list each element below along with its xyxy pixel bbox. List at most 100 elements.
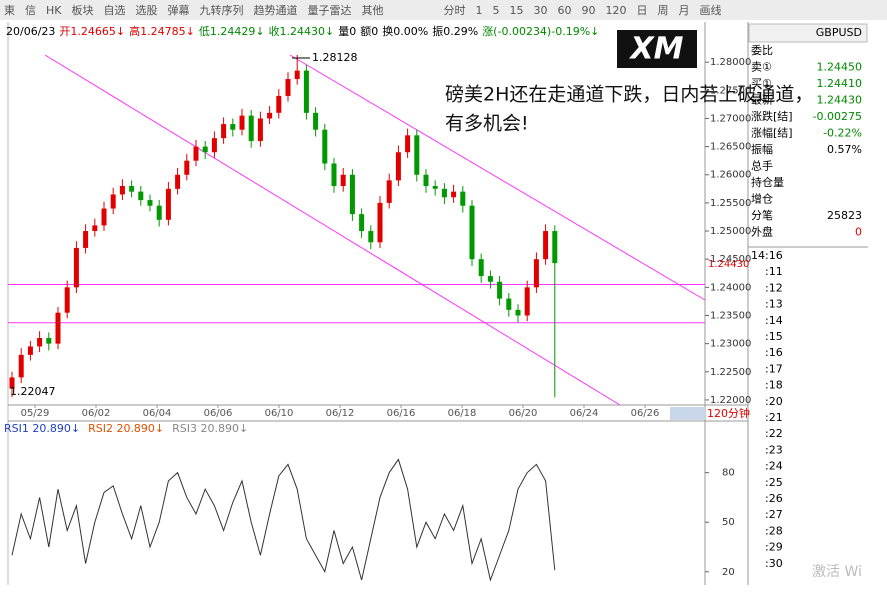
- quote-value: 1.24430: [817, 94, 863, 107]
- logo-bg: [617, 30, 697, 68]
- candle-body: [552, 231, 558, 264]
- candle-body: [340, 174, 346, 187]
- candle-body: [423, 174, 429, 187]
- legend-item: RSI2 20.890↓: [88, 422, 164, 435]
- x-tick-label: 06/12: [326, 408, 355, 419]
- legend-item: RSI3 20.890↓: [172, 422, 248, 435]
- candle-body: [55, 312, 61, 344]
- toolbar-item: 月: [679, 4, 690, 17]
- candle-body: [248, 115, 254, 141]
- y-tick-label: 1.25000: [710, 226, 751, 237]
- x-tick-label: 06/26: [631, 408, 660, 419]
- toolbar-item: 九转序列: [200, 3, 244, 17]
- toolbar-item: 量子雷达: [308, 4, 352, 17]
- header-item: 低1.24429↓: [199, 25, 265, 38]
- candle-body: [18, 354, 24, 378]
- candle-body: [230, 124, 236, 130]
- high-label: 1.28128: [312, 51, 358, 64]
- candle-body: [395, 152, 401, 181]
- symbol: GBPUSD: [816, 26, 862, 39]
- y-tick-label: 50: [722, 517, 735, 528]
- x-tick-label: 06/06: [204, 408, 233, 419]
- candle-body: [83, 231, 89, 248]
- period: 120分钟: [707, 406, 750, 420]
- candle-body: [73, 247, 79, 288]
- last-price: 1.24430: [708, 259, 749, 270]
- candle-body: [257, 118, 263, 141]
- quote-label: 委比: [751, 44, 773, 57]
- y-tick-label: 1.23500: [710, 310, 751, 321]
- y-tick-label: 1.28000: [710, 57, 751, 68]
- quote-value: 25823: [827, 209, 862, 222]
- time-item: 14:16: [751, 249, 783, 262]
- candle-body: [349, 174, 355, 215]
- time-item: :29: [765, 541, 783, 554]
- annotation: 磅美2H还在走通道下跌，日内若上破通道，: [445, 84, 813, 106]
- time-item: :22: [765, 427, 783, 440]
- toolbar-item: 30: [534, 4, 548, 17]
- candle-body: [211, 138, 217, 153]
- toolbar-item: 分时: [444, 4, 466, 17]
- scrollbar[interactable]: [670, 407, 705, 420]
- toolbar-item: 趋势通道: [254, 3, 298, 17]
- quote-label: 买①: [751, 77, 772, 90]
- channel-lower: [44, 54, 621, 406]
- header-item: 振0.29%: [432, 24, 478, 38]
- candle-body: [303, 70, 309, 113]
- candle-body: [147, 200, 153, 206]
- x-tick-label: 06/16: [387, 408, 416, 419]
- candle-body: [27, 346, 33, 355]
- candle-body: [515, 309, 521, 316]
- toolbar-item: 120: [606, 4, 627, 17]
- candle-body: [138, 191, 144, 201]
- toolbar-item: 東: [4, 4, 15, 17]
- time-item: :28: [765, 524, 783, 537]
- candle-body: [313, 112, 319, 130]
- logo: XM: [629, 32, 684, 67]
- time-item: :15: [765, 330, 783, 343]
- candle-body: [533, 259, 539, 288]
- candle-body: [386, 180, 392, 203]
- candle-body: [267, 112, 273, 119]
- header-item: 开1.24665↓: [59, 25, 125, 38]
- candle-body: [331, 163, 337, 187]
- quote-value: 1.24450: [817, 61, 863, 74]
- candle-body: [202, 146, 208, 153]
- quote-label: 分笔: [751, 208, 773, 222]
- time-item: :27: [765, 508, 783, 521]
- toolbar-item: 其他: [362, 4, 384, 17]
- time-item: :11: [765, 265, 783, 278]
- candle-body: [451, 191, 457, 198]
- toolbar-item: 60: [558, 4, 572, 17]
- candle-body: [101, 208, 107, 226]
- time-item: :13: [765, 298, 783, 311]
- toolbar-item: 15: [510, 4, 524, 17]
- candle-body: [184, 160, 190, 175]
- y-tick-label: 1.22500: [710, 367, 751, 378]
- quote-label: 振幅: [751, 142, 773, 156]
- header-item: 额0: [360, 25, 378, 38]
- time-item: :14: [765, 314, 783, 327]
- y-tick-label: 1.23000: [710, 339, 751, 350]
- toolbar-item: 弹幕: [168, 3, 190, 17]
- candle-body: [432, 186, 438, 189]
- quote-label: 总手: [751, 159, 773, 173]
- quote-label: 增仓: [751, 192, 773, 206]
- candle-body: [414, 135, 420, 175]
- candle-body: [64, 287, 70, 313]
- x-tick-label: 06/04: [143, 408, 172, 419]
- candle-body: [524, 287, 530, 316]
- candle-body: [322, 129, 328, 164]
- candle-body: [46, 338, 52, 344]
- quote-value: -0.00275: [813, 110, 862, 123]
- toolbar-item: 画线: [700, 3, 722, 17]
- time-item: :18: [765, 379, 783, 392]
- y-tick-label: 1.26000: [710, 170, 751, 181]
- y-tick-label: 20: [722, 567, 735, 578]
- candle-body: [359, 214, 365, 232]
- header-item: 量0: [338, 25, 356, 38]
- quote-value: 0: [855, 226, 862, 239]
- candle-body: [9, 377, 15, 389]
- symbol-box: [748, 23, 868, 43]
- header-item: 高1.24785↓: [129, 24, 195, 38]
